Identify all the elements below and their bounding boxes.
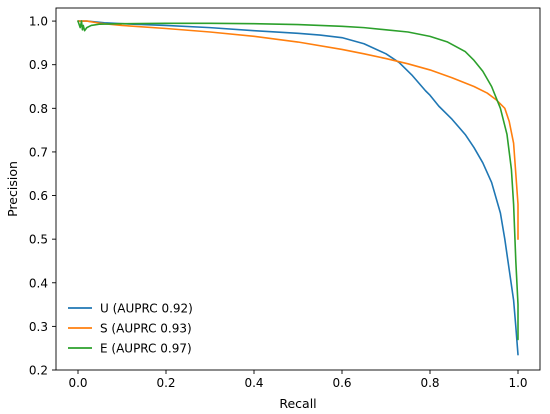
y-tick-label: 0.7 [29,145,48,159]
x-tick-label: 1.0 [508,376,527,390]
plot-area-frame [55,7,541,371]
legend-label-2: E (AUPRC 0.97) [100,342,192,356]
y-axis-ticks: 0.2 0.3 0.4 0.5 0.6 0.7 0.8 0.9 1.0 [29,15,56,378]
x-axis-ticks: 0.0 0.2 0.4 0.6 0.8 1.0 [68,370,528,390]
x-tick-label: 0.2 [156,376,175,390]
legend-label-1: S (AUPRC 0.93) [100,322,192,336]
y-axis-label: Precision [5,161,20,217]
y-tick-label: 0.6 [29,189,48,203]
y-tick-label: 0.2 [29,364,48,378]
legend: U (AUPRC 0.92) S (AUPRC 0.93) E (AUPRC 0.9… [68,302,193,356]
y-tick-label: 0.4 [29,276,48,290]
series-line-0 [77,20,519,356]
x-tick-label: 0.6 [332,376,351,390]
y-tick-label: 0.9 [29,58,48,72]
x-tick-label: 0.4 [244,376,263,390]
y-tick-label: 0.8 [29,102,48,116]
y-tick-label: 0.3 [29,320,48,334]
series-layer [77,20,519,356]
series-line-2 [77,20,519,341]
y-tick-label: 0.5 [29,233,48,247]
x-axis-label: Recall [279,396,316,411]
series-line-1 [77,20,519,240]
legend-label-0: U (AUPRC 0.92) [100,302,193,316]
x-tick-label: 0.0 [68,376,87,390]
y-tick-label: 1.0 [29,15,48,29]
x-tick-label: 0.8 [420,376,439,390]
